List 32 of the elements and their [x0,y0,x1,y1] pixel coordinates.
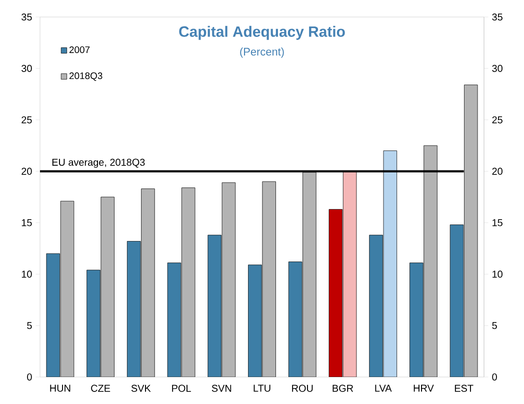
x-tick-label: HRV [414,384,434,392]
y-tick-label: 15 [22,219,32,226]
y2-tick-label: 10 [492,270,502,278]
legend-label: 2018Q3 [69,72,102,81]
x-tick-label: EST [454,384,474,392]
y-tick-label: 20 [22,168,32,175]
y-tick-label: 35 [22,13,32,21]
y2-tick-label: 20 [492,168,502,175]
y2-tick-label: 25 [492,116,502,124]
x-tick-label: LVA [375,384,392,392]
ref-line-label: EU average, 2018Q3 [52,158,145,168]
text: (Percent) [240,48,284,58]
y-tick-label: 10 [22,270,32,278]
legend-label: 2007 [69,46,90,54]
x-tick-label: ROU [292,384,313,392]
x-tick-label: POL [172,384,191,392]
y2-tick-label: 30 [492,64,502,72]
y2-tick-label: 15 [492,219,502,226]
y-tick-label: 0 [27,373,32,381]
y2-tick-label: 0 [492,373,497,381]
y2-tick-label: 5 [492,322,497,330]
y-tick-label: 30 [22,64,32,72]
y-tick-label: 25 [22,116,32,124]
x-tick-label: SVK [131,384,151,392]
x-tick-label: CZE [91,384,110,392]
y-tick-label: 5 [27,322,32,330]
x-tick-label: SVN [212,384,232,392]
y2-tick-label: 35 [492,13,502,21]
text: Capital Adequacy Ratio [179,26,345,40]
x-tick-label: HUN [50,384,70,392]
x-tick-label: BGR [332,384,354,392]
x-tick-label: LTU [254,384,270,392]
